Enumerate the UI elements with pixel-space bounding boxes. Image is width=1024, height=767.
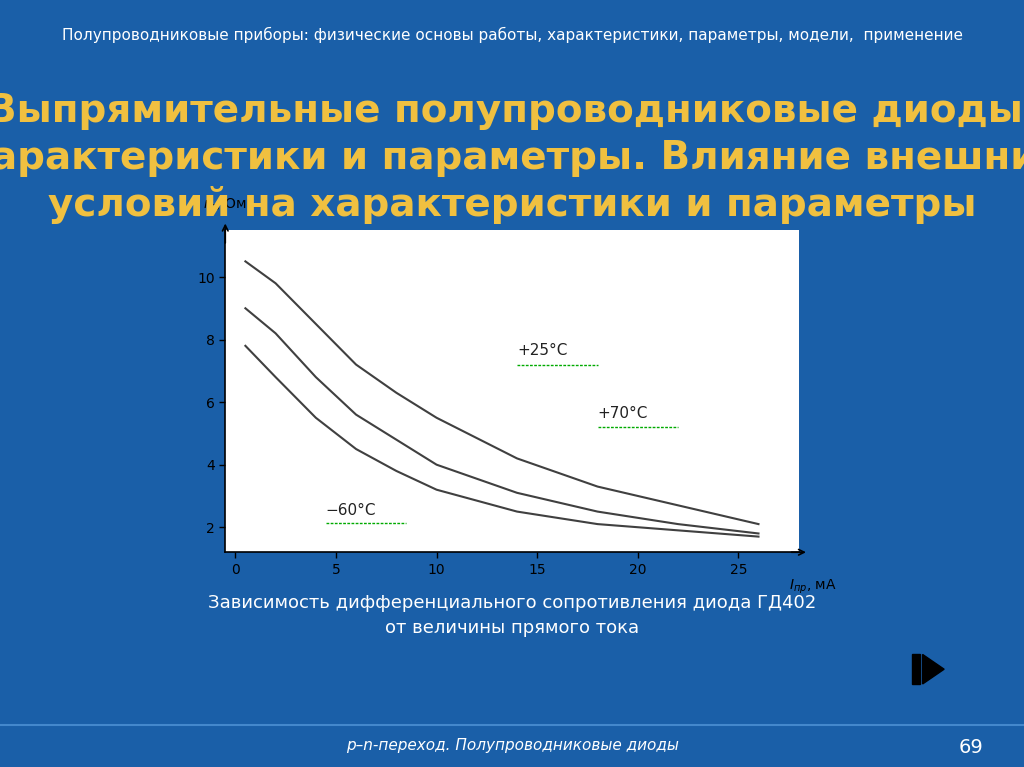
Text: 69: 69 [958, 738, 983, 757]
Text: p–n-переход. Полупроводниковые диоды: p–n-переход. Полупроводниковые диоды [345, 738, 679, 753]
Text: $r_{д}$, Ом: $r_{д}$, Ом [204, 197, 247, 215]
Text: Зависимость дифференциального сопротивления диода ГД402: Зависимость дифференциального сопротивле… [208, 594, 816, 612]
Text: Полупроводниковые приборы: физические основы работы, характеристики, параметры, : Полупроводниковые приборы: физические ос… [61, 27, 963, 43]
Text: +70°C: +70°C [598, 406, 648, 421]
Text: −60°C: −60°C [326, 502, 377, 518]
Bar [912, 654, 920, 684]
Text: Выпрямительные полупроводниковые диоды.
Характеристики и параметры. Влияние внеш: Выпрямительные полупроводниковые диоды. … [0, 92, 1024, 224]
Text: $I_{пр}$, мА: $I_{пр}$, мА [788, 578, 837, 595]
Text: +25°C: +25°C [517, 343, 567, 358]
Polygon shape [923, 654, 944, 684]
Text: от величины прямого тока: от величины прямого тока [385, 619, 639, 637]
